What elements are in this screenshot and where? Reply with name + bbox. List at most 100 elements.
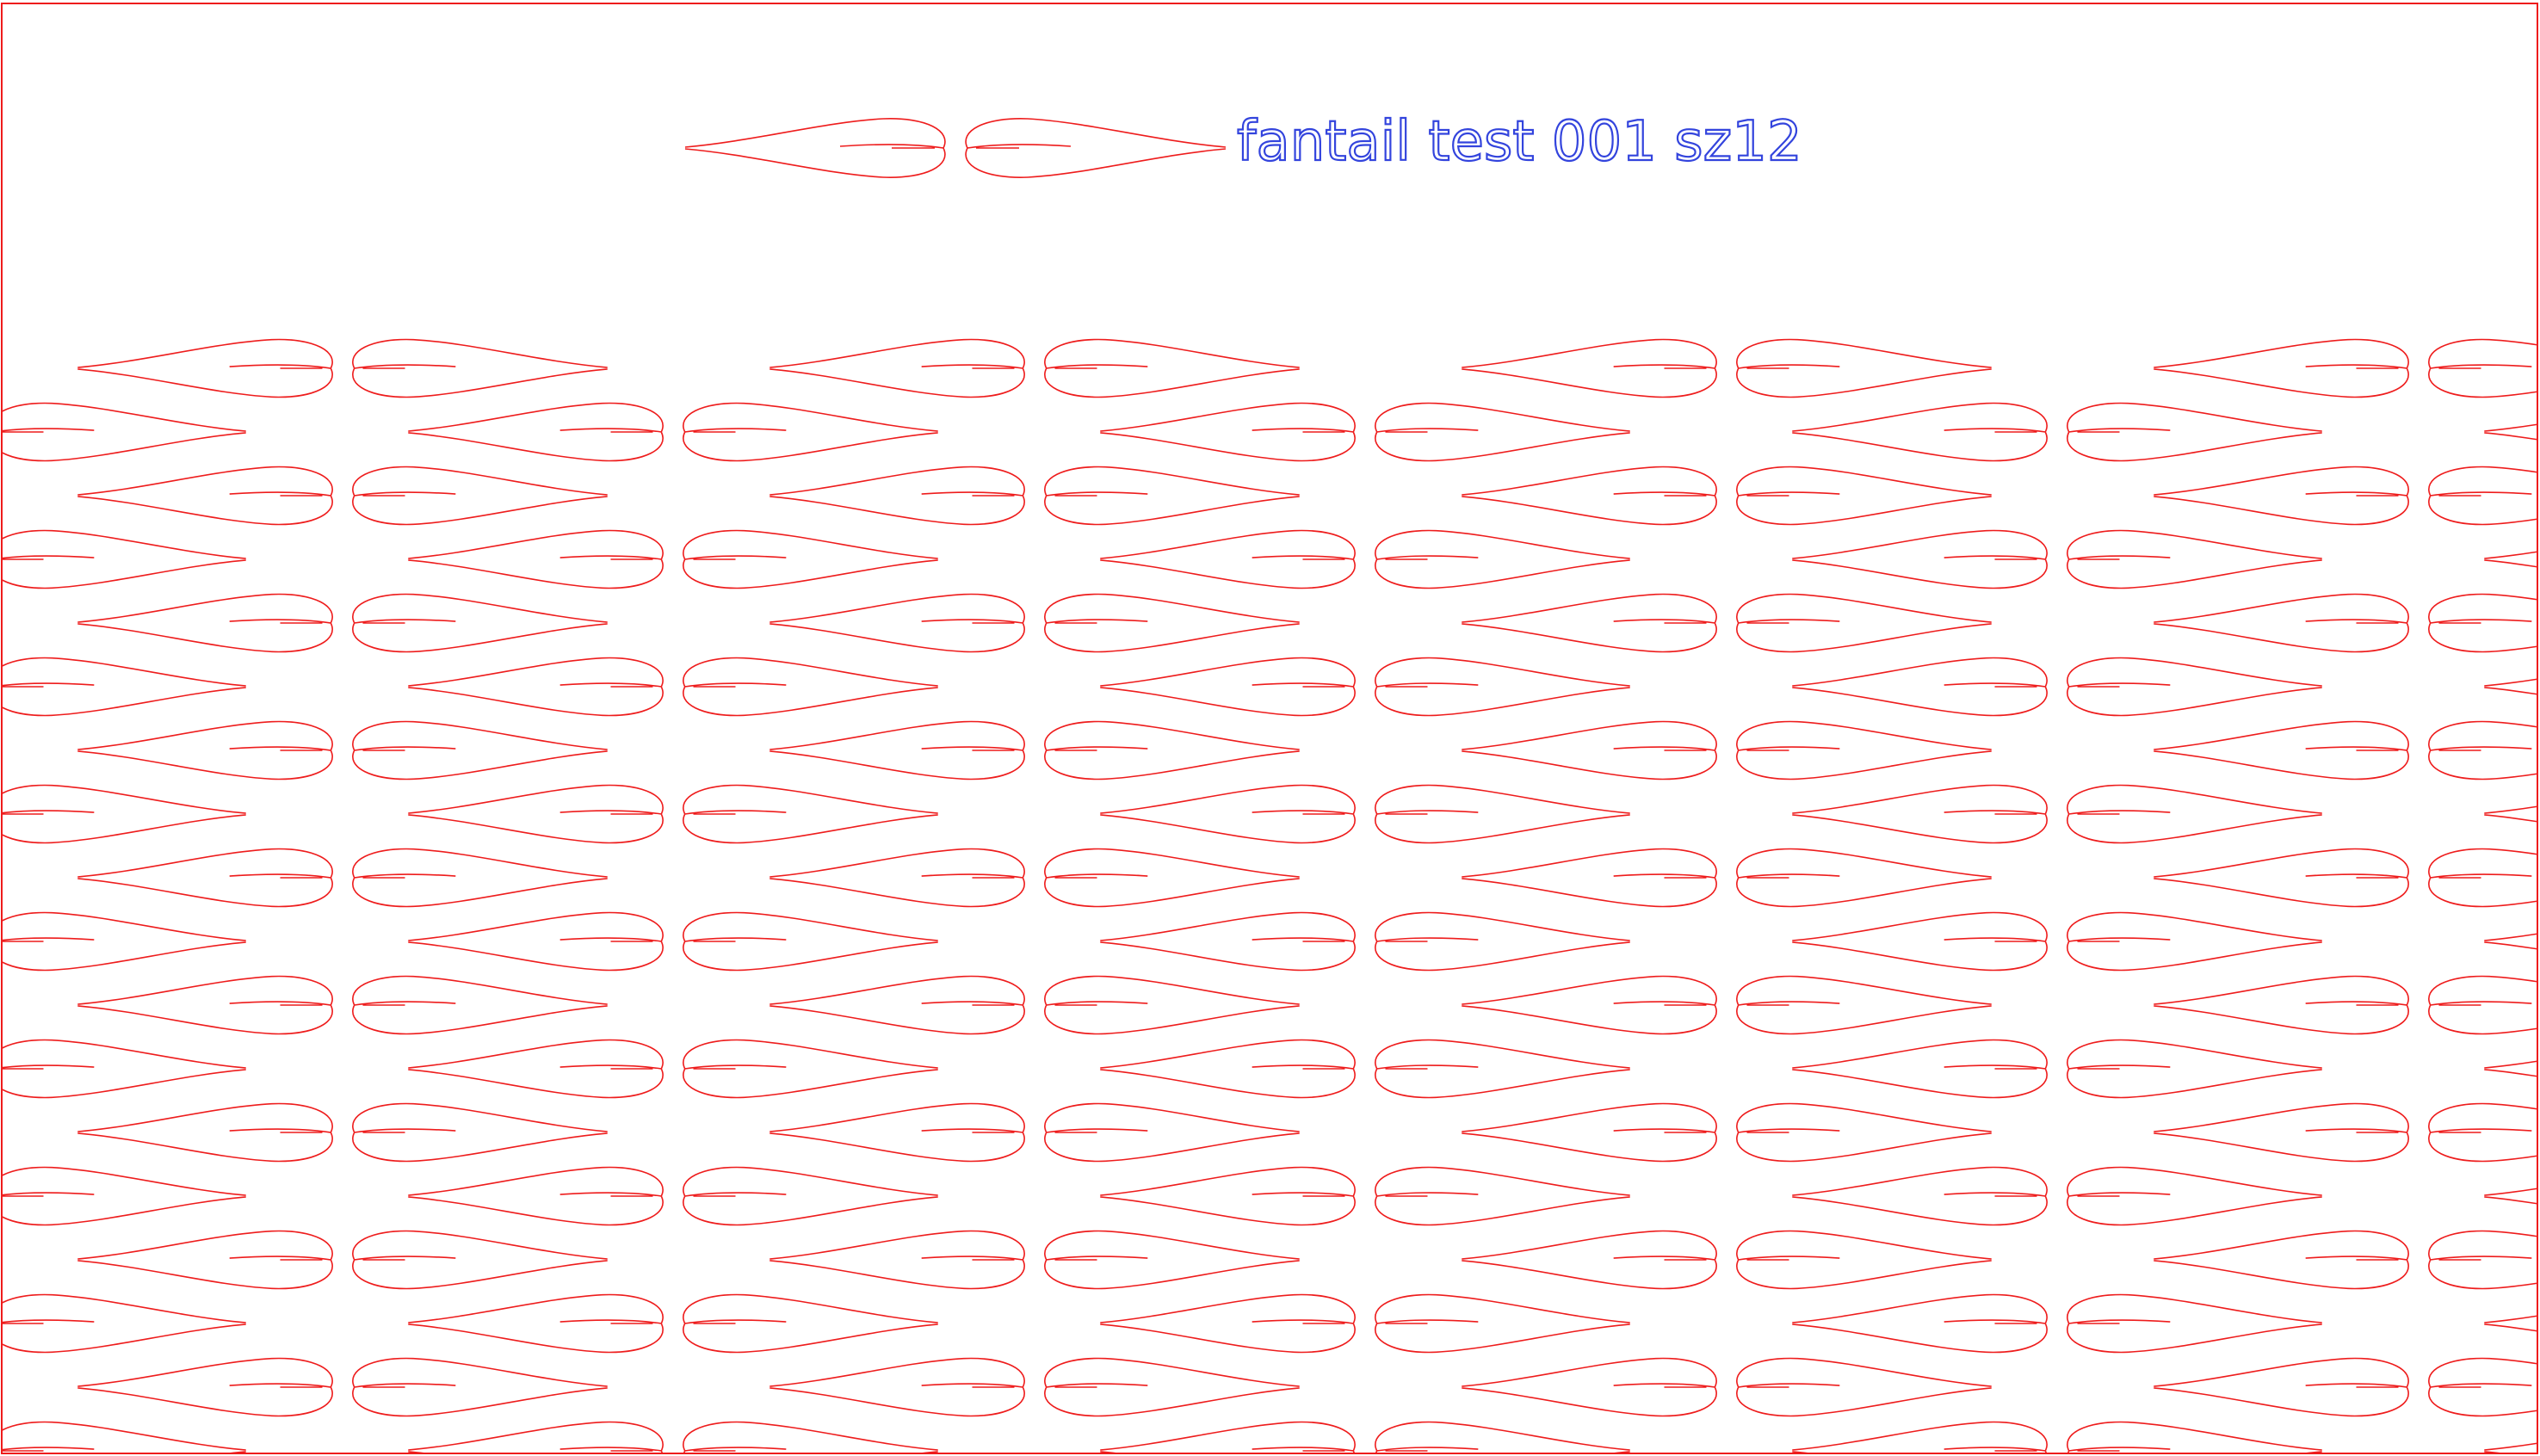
fantail-tail-left	[1100, 784, 1356, 844]
fantail-tail-right	[2067, 1293, 2322, 1354]
fantail-motif	[1792, 402, 2322, 462]
fantail-motif	[77, 1230, 608, 1290]
fantail-motif	[1792, 1421, 2322, 1453]
fantail-tail-right	[1736, 338, 1992, 398]
fantail-tail-right	[1736, 466, 1992, 526]
fantail-motif	[408, 402, 938, 462]
fantail-motif	[408, 911, 938, 972]
fantail-tail-right	[2428, 338, 2537, 398]
fantail-tail-right	[2067, 1421, 2322, 1453]
fantail-motif	[1100, 1166, 1630, 1226]
fantail-tail-left	[2484, 805, 2537, 823]
fantail-tail-left	[1100, 1421, 1356, 1453]
fantail-tail-right	[2067, 529, 2322, 589]
fantail-motif	[1792, 657, 2322, 717]
fantail-tail-right	[2, 784, 246, 844]
fantail-tail-left	[77, 1102, 333, 1163]
fantail-motif	[1100, 657, 1630, 717]
fantail-motif	[1462, 1230, 1992, 1290]
fantail-tail-right	[352, 1102, 608, 1163]
fantail-tail-right	[683, 1421, 938, 1453]
fantail-tail-left	[2484, 551, 2537, 568]
fantail-tail-left	[1792, 657, 2048, 717]
fantail-tail-right	[2, 402, 246, 462]
fantail-motif	[77, 1102, 608, 1163]
fantail-motif	[2, 1166, 246, 1226]
fantail-tail-left	[769, 466, 1025, 526]
fantail-tail-right	[2428, 975, 2537, 1035]
fantail-tail-right	[683, 1293, 938, 1354]
fantail-tail-right	[1736, 1357, 1992, 1417]
fantail-motif	[408, 1421, 938, 1453]
fantail-tail-right	[2, 1421, 246, 1453]
fantail-motif	[769, 975, 1300, 1035]
motif-pattern	[2, 338, 2537, 1453]
fantail-motif	[77, 848, 608, 908]
fantail-tail-right	[1736, 975, 1992, 1035]
fantail-motif	[2484, 1188, 2537, 1205]
fantail-motif	[408, 657, 938, 717]
fantail-motif	[1792, 1293, 2322, 1354]
fantail-motif	[2154, 1357, 2537, 1417]
fantail-tail-right	[1044, 338, 1300, 398]
fantail-motif	[2154, 1230, 2537, 1290]
fantail-motif	[1462, 975, 1992, 1035]
fantail-tail-left	[2154, 1357, 2409, 1417]
fantail-motif	[1100, 911, 1630, 972]
fantail-motif	[1462, 338, 1992, 398]
fantail-tail-right	[2428, 466, 2537, 526]
fantail-tail-right	[2067, 1039, 2322, 1099]
fantail-motif	[408, 1166, 938, 1226]
fantail-motif	[2, 529, 246, 589]
fantail-motif	[1462, 1357, 1992, 1417]
fantail-motif	[1792, 784, 2322, 844]
fantail-tail-left	[77, 848, 333, 908]
fantail-tail-right	[2, 1293, 246, 1354]
fantail-tail-left	[769, 1102, 1025, 1163]
fantail-tail-right	[2428, 1357, 2537, 1417]
fantail-tail-left	[77, 1357, 333, 1417]
fantail-tail-left	[2154, 848, 2409, 908]
fantail-motif	[2154, 975, 2537, 1035]
fantail-tail-left	[77, 593, 333, 653]
fantail-tail-left	[408, 529, 664, 589]
fantail-tail-left	[2154, 1230, 2409, 1290]
fantail-motif	[769, 593, 1300, 653]
fantail-tail-right	[683, 1166, 938, 1226]
fantail-tail-left	[2484, 1188, 2537, 1205]
fantail-tail-right	[2067, 784, 2322, 844]
fantail-motif	[1462, 1102, 1992, 1163]
fantail-motif	[2154, 338, 2537, 398]
fantail-motif	[2154, 848, 2537, 908]
fantail-tail-left	[77, 975, 333, 1035]
fantail-tail-right	[2428, 593, 2537, 653]
fantail-tail-left	[1792, 529, 2048, 589]
fantail-tail-left	[1100, 529, 1356, 589]
fantail-tail-left	[1100, 1293, 1356, 1354]
fantail-motif	[2, 1039, 246, 1099]
fantail-tail-right	[2428, 848, 2537, 908]
fantail-tail-right	[683, 402, 938, 462]
fantail-tail-left	[1462, 1230, 1717, 1290]
fantail-tail-left	[408, 657, 664, 717]
fantail-tail-right	[1375, 529, 1630, 589]
fantail-tail-left	[769, 338, 1025, 398]
fantail-motif	[2484, 1442, 2537, 1453]
fantail-tail-left	[2484, 1060, 2537, 1077]
fantail-motif	[2484, 678, 2537, 695]
fantail-tail-left	[1792, 402, 2048, 462]
fantail-tail-right	[1044, 848, 1300, 908]
fantail-motif	[2, 784, 246, 844]
fantail-tail-right	[1736, 593, 1992, 653]
fantail-tail-left	[1462, 1357, 1717, 1417]
fantail-motif	[2484, 423, 2537, 441]
fantail-tail-right	[2067, 1166, 2322, 1226]
fantail-tail-left	[684, 118, 946, 178]
fantail-tail-right	[1044, 975, 1300, 1035]
fantail-tail-left	[1100, 1166, 1356, 1226]
fantail-tail-left	[769, 848, 1025, 908]
fantail-motif	[1462, 848, 1992, 908]
fantail-tail-right	[1375, 911, 1630, 972]
fantail-tail-right	[683, 1039, 938, 1099]
fantail-motif	[1792, 1166, 2322, 1226]
